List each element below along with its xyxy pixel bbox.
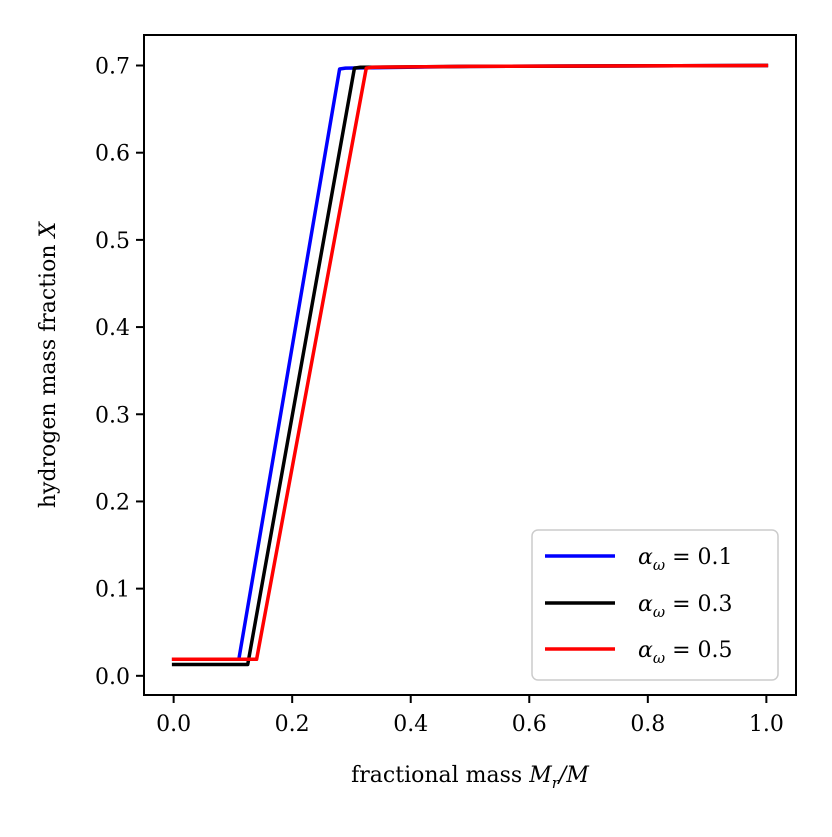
- legend-label-alpha-0.3: αω = 0.3: [638, 592, 733, 621]
- axes-frame: [143, 34, 797, 696]
- x-axis-label: fractional mass Mr/M: [351, 763, 589, 792]
- y-tick-label: 0.1: [95, 578, 130, 603]
- y-axis-label: hydrogen mass fraction X: [36, 221, 61, 509]
- plot-lines: [171, 63, 769, 667]
- legend-label-alpha-0.1: αω = 0.1: [638, 545, 733, 574]
- legend-box: [531, 529, 779, 681]
- x-tick-label: 0.6: [512, 712, 547, 737]
- x-tick-label: 0.4: [393, 712, 428, 737]
- series-line-alpha-0.5: [171, 63, 769, 661]
- y-tick-label: 0.4: [95, 316, 130, 341]
- y-tick-label: 0.3: [95, 403, 130, 428]
- y-tick-label: 0.0: [95, 665, 130, 690]
- x-axis: 0.0 0.2 0.4 0.6 0.8 1.0: [156, 695, 784, 737]
- y-tick-label: 0.2: [95, 490, 130, 515]
- x-tick-label: 1.0: [749, 712, 784, 737]
- legend: αω = 0.1 αω = 0.3 αω = 0.5: [531, 529, 779, 681]
- y-tick-label: 0.6: [95, 142, 130, 167]
- y-tick-label: 0.7: [95, 55, 130, 80]
- x-tick-label: 0.0: [156, 712, 191, 737]
- legend-label-alpha-0.5: αω = 0.5: [638, 638, 733, 667]
- y-tick-label: 0.5: [95, 229, 130, 254]
- y-axis: 0.0 0.1 0.2 0.3 0.4 0.5 0.6 0.7: [95, 55, 144, 690]
- x-tick-label: 0.8: [630, 712, 665, 737]
- x-tick-label: 0.2: [275, 712, 310, 737]
